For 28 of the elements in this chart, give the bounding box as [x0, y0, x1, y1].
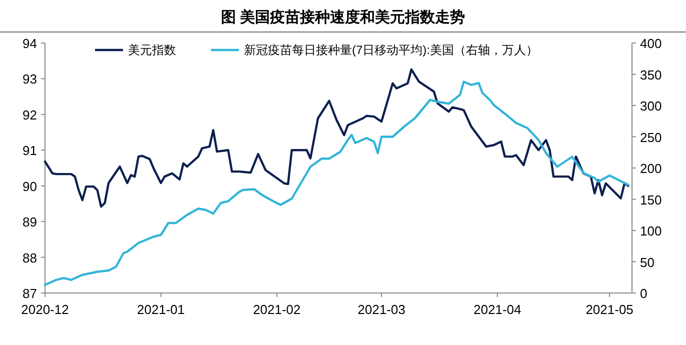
y2-tick-label: 200	[640, 161, 662, 176]
y-tick-label: 91	[22, 143, 37, 158]
y2-tick-label: 50	[640, 254, 654, 270]
x-tick-label: 2021-03	[358, 302, 406, 317]
line-series	[44, 68, 630, 208]
y-tick-label: 88	[22, 250, 37, 266]
y2-tick-label: 350	[640, 67, 662, 82]
y-tick-label: 92	[22, 107, 37, 122]
x-tick-label: 2020-12	[21, 302, 69, 317]
chart-title: 图 美国疫苗接种速度和美元指数走势	[220, 8, 466, 26]
y2-tick-label: 100	[640, 224, 662, 238]
y-tick-label: 93	[22, 72, 37, 87]
y-tick-label: 87	[22, 286, 37, 301]
y-tick-label: 94	[22, 36, 37, 51]
y-tick-label: 90	[22, 178, 37, 194]
legend-label: 美元指数	[128, 43, 176, 57]
legend-label: 新冠疫苗每日接种量(7日移动平均):美国（右轴，万人）	[244, 43, 538, 57]
y2-tick-label: 300	[640, 98, 662, 114]
line-series	[44, 80, 630, 286]
x-tick-label: 2021-02	[252, 302, 301, 317]
y2-tick-label: 400	[640, 36, 662, 51]
x-tick-label: 2021-04	[474, 302, 522, 317]
x-tick-label: 2021-05	[586, 302, 634, 317]
y-tick-label: 89	[22, 214, 37, 230]
y2-tick-label: 150	[640, 192, 662, 208]
y2-tick-label: 0	[640, 286, 648, 301]
x-tick-label: 2021-01	[137, 302, 185, 317]
y2-tick-label: 250	[640, 130, 662, 145]
